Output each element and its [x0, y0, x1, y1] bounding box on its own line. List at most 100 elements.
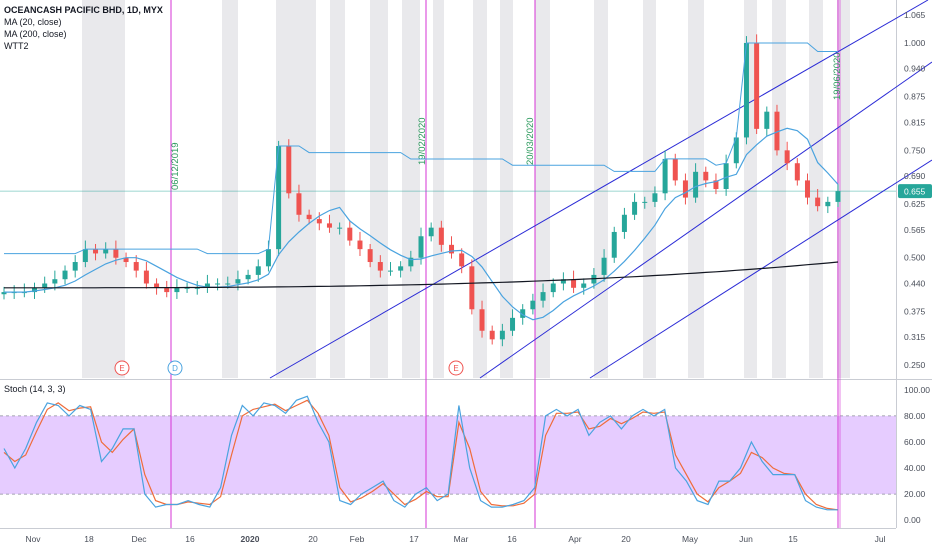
candle-body-5: [52, 279, 58, 284]
chart-legend: OCEANCASH PACIFIC BHD, 1D, MYX MA (20, c…: [4, 4, 163, 52]
candle-body-78: [794, 163, 800, 181]
candle-body-20: [204, 283, 210, 288]
candle-body-40: [408, 257, 414, 267]
event-marker-label-2: E: [453, 364, 458, 373]
event-marker-label-0: E: [119, 364, 124, 373]
price-tick-0: 1.065: [904, 10, 926, 20]
candle-body-70: [713, 180, 719, 189]
event-date-label-1: 19/02/2020: [417, 117, 428, 165]
candle-body-13: [133, 262, 139, 271]
candle-body-9: [93, 249, 99, 254]
candle-body-50: [510, 317, 516, 331]
event-marker-1: [167, 360, 183, 376]
shade-col-1: [222, 0, 238, 378]
price-tick-10: 0.440: [904, 279, 926, 289]
candle-body-36: [367, 249, 373, 263]
event-date-label-2: 20/03/2020: [525, 117, 536, 165]
candle-body-73: [743, 42, 749, 138]
price-tick-8: 0.565: [904, 225, 926, 235]
candle-body-72: [733, 137, 739, 164]
candle-body-69: [703, 171, 709, 181]
candle-body-76: [774, 111, 780, 151]
ma200-line: [4, 261, 839, 289]
price-tick-9: 0.500: [904, 253, 926, 263]
candle-body-37: [377, 262, 383, 271]
candle-body-18: [184, 287, 190, 289]
price-tick-12: 0.315: [904, 332, 926, 342]
candle-body-44: [449, 244, 455, 254]
channel-line-1: [479, 61, 932, 379]
stoch-tick-5: 0.00: [904, 515, 921, 525]
candle-body-30: [306, 214, 312, 220]
shade-col-11: [643, 0, 656, 378]
candle-body-49: [499, 330, 505, 340]
candle-body-27: [276, 146, 282, 250]
candle-body-31: [316, 219, 322, 224]
candle-body-42: [428, 227, 434, 237]
candles: [1, 34, 841, 347]
candle-body-53: [540, 292, 546, 301]
time-tick-0: Nov: [25, 534, 41, 544]
shade-col-4: [370, 0, 388, 378]
candle-body-48: [489, 330, 495, 340]
candle-body-82: [835, 191, 841, 202]
candle-body-29: [296, 193, 302, 215]
candle-body-15: [154, 283, 160, 288]
candle-body-4: [42, 283, 48, 288]
shade-col-0: [82, 0, 125, 378]
event-date-label-3: 19/06/2020: [832, 52, 843, 100]
candle-body-65: [662, 158, 668, 194]
candle-body-77: [784, 150, 790, 164]
legend-ma200: MA (200, close): [4, 29, 67, 39]
candle-body-43: [438, 227, 444, 245]
candle-body-0: [1, 292, 7, 295]
shade-col-6: [433, 0, 444, 378]
candle-body-60: [611, 231, 617, 258]
candle-body-23: [235, 279, 241, 284]
candle-body-8: [82, 249, 88, 263]
candle-body-3: [32, 287, 38, 293]
event-marker-2: [448, 360, 464, 376]
time-tick-8: Mar: [454, 534, 469, 544]
candle-body-12: [123, 257, 129, 263]
time-tick-1: 18: [84, 534, 94, 544]
time-tick-14: 15: [788, 534, 798, 544]
candle-body-80: [815, 197, 821, 207]
time-tick-10: Apr: [568, 534, 581, 544]
price-tick-13: 0.250: [904, 360, 926, 370]
channel-line-0: [269, 0, 929, 379]
candle-body-74: [754, 42, 760, 129]
legend-title: OCEANCASH PACIFIC BHD, 1D, MYX: [4, 5, 163, 15]
shade-col-14: [772, 0, 786, 378]
candle-body-41: [418, 236, 424, 258]
stoch-tick-0: 100.00: [904, 385, 930, 395]
time-tick-11: 20: [621, 534, 631, 544]
stoch-label: Stoch (14, 3, 3): [4, 384, 66, 394]
candle-body-28: [286, 146, 292, 194]
shade-col-3: [330, 0, 345, 378]
candle-body-71: [723, 163, 729, 189]
time-tick-5: 20: [308, 534, 318, 544]
price-tick-3: 0.875: [904, 92, 926, 102]
candle-body-17: [174, 287, 180, 293]
candle-body-11: [113, 249, 119, 258]
time-tick-15: Jul: [875, 534, 886, 544]
candle-body-38: [387, 270, 393, 272]
price-tick-4: 0.815: [904, 117, 926, 127]
price-tick-1: 1.000: [904, 38, 926, 48]
candle-body-45: [459, 253, 465, 267]
candle-body-46: [469, 266, 475, 310]
shade-col-8: [500, 0, 513, 378]
candle-body-52: [530, 300, 536, 310]
candle-body-68: [693, 171, 699, 198]
price-tick-11: 0.375: [904, 306, 926, 316]
stoch-tick-2: 60.00: [904, 437, 926, 447]
candle-body-51: [520, 309, 526, 318]
candle-body-56: [571, 279, 577, 288]
price-tick-7: 0.625: [904, 199, 926, 209]
candle-body-21: [215, 283, 221, 285]
price-tick-5: 0.750: [904, 145, 926, 155]
time-tick-12: May: [682, 534, 699, 544]
candle-body-25: [255, 266, 261, 275]
